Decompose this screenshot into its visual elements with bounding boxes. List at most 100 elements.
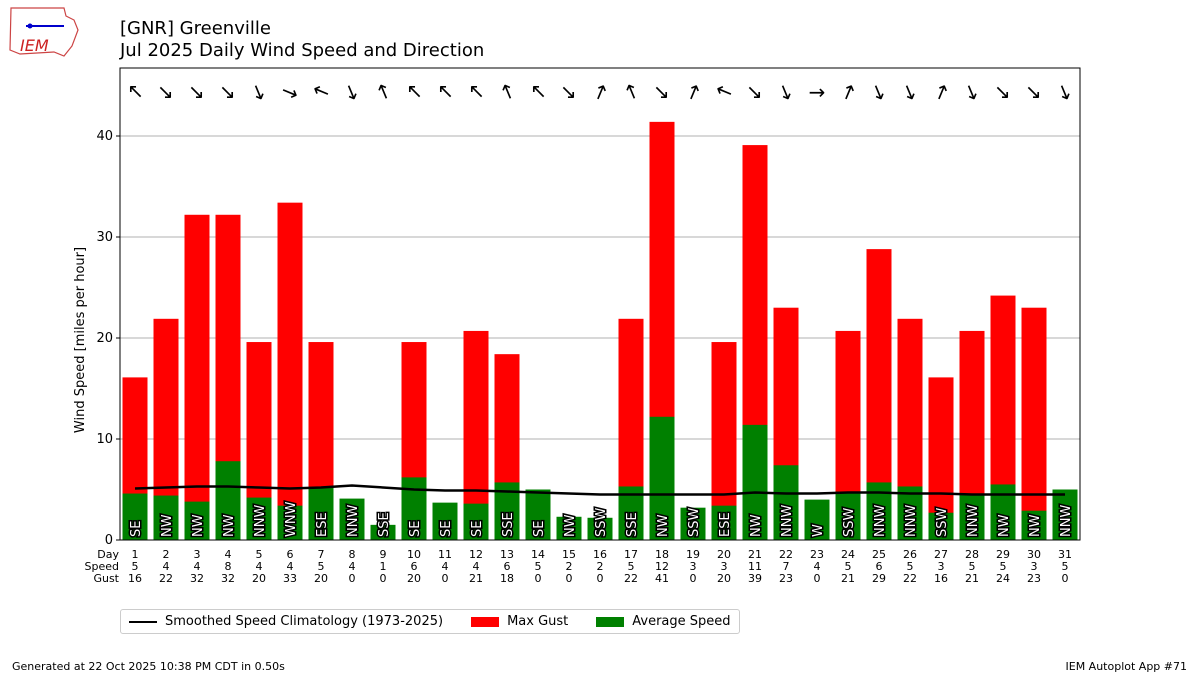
row-label: Day: [97, 548, 119, 561]
wind-arrow-icon: →: [338, 80, 367, 105]
gust-label: 0: [690, 572, 697, 585]
speed-label: 5: [969, 560, 976, 573]
speed-bar: [1021, 510, 1047, 540]
wind-arrow-icon: →: [369, 80, 398, 105]
direction-label: NW: [191, 514, 206, 537]
direction-label: NW: [749, 514, 764, 537]
day-label: 3: [194, 548, 201, 561]
speed-label: 6: [504, 560, 511, 573]
wind-arrow-icon: →: [741, 78, 770, 107]
day-label: 2: [163, 548, 170, 561]
gust-label: 0: [535, 572, 542, 585]
speed-bar: [215, 461, 241, 540]
direction-label: SSW: [687, 507, 702, 537]
wind-arrow-icon: →: [617, 80, 646, 105]
day-label: 19: [686, 548, 700, 561]
gust-label: 32: [190, 572, 204, 585]
direction-label: NNW: [904, 505, 919, 537]
direction-label: NW: [997, 514, 1012, 537]
direction-label: SSW: [842, 507, 857, 537]
day-label: 29: [996, 548, 1010, 561]
speed-bar: [339, 498, 365, 540]
direction-label: NW: [160, 514, 175, 537]
iem-logo: IEM: [9, 7, 79, 57]
day-label: 18: [655, 548, 669, 561]
direction-label: SE: [408, 521, 423, 537]
speed-label: 4: [287, 560, 294, 573]
day-label: 11: [438, 548, 452, 561]
gust-label: 0: [1062, 572, 1069, 585]
speed-label: 2: [566, 560, 573, 573]
gust-label: 20: [717, 572, 731, 585]
gust-label: 22: [903, 572, 917, 585]
speed-label: 6: [876, 560, 883, 573]
speed-label: 5: [132, 560, 139, 573]
day-label: 7: [318, 548, 325, 561]
speed-label: 5: [1000, 560, 1007, 573]
direction-label: ESE: [315, 512, 330, 537]
day-label: 12: [469, 548, 483, 561]
day-label: 25: [872, 548, 886, 561]
wind-arrow-icon: →: [927, 80, 956, 105]
speed-label: 5: [1062, 560, 1069, 573]
speed-label: 3: [721, 560, 728, 573]
y-tick-label: 20: [96, 331, 113, 346]
day-label: 23: [810, 548, 824, 561]
speed-label: 2: [597, 560, 604, 573]
day-label: 30: [1027, 548, 1041, 561]
direction-label: NNW: [966, 505, 981, 537]
speed-bar: [773, 465, 799, 540]
direction-label: WNW: [284, 501, 299, 537]
wind-arrow-icon: →: [648, 78, 677, 107]
plot-frame: [119, 67, 1081, 541]
wind-arrow-icon: →: [1051, 80, 1080, 105]
gust-label: 0: [597, 572, 604, 585]
gust-label: 22: [159, 572, 173, 585]
day-label: 24: [841, 548, 855, 561]
direction-label: NNW: [780, 505, 795, 537]
speed-label: 5: [628, 560, 635, 573]
speed-label: 5: [318, 560, 325, 573]
row-label: Speed: [85, 560, 119, 573]
gust-label: 33: [283, 572, 297, 585]
direction-label: NNW: [873, 505, 888, 537]
day-label: 28: [965, 548, 979, 561]
chart-subtitle: Jul 2025 Daily Wind Speed and Direction: [120, 40, 485, 61]
speed-bar: [1052, 489, 1078, 540]
y-tick-label: 30: [96, 230, 113, 245]
day-label: 10: [407, 548, 421, 561]
gust-label: 23: [779, 572, 793, 585]
y-tick-label: 0: [105, 533, 113, 548]
gust-bar: [1021, 307, 1047, 540]
day-label: 15: [562, 548, 576, 561]
direction-label: SSW: [594, 507, 609, 537]
speed-bar: [928, 512, 954, 540]
direction-label: SSE: [501, 512, 516, 537]
wind-arrow-icon: →: [1020, 78, 1049, 107]
day-label: 4: [225, 548, 232, 561]
gust-label: 0: [566, 572, 573, 585]
gust-label: 21: [841, 572, 855, 585]
day-label: 16: [593, 548, 607, 561]
gust-label: 20: [252, 572, 266, 585]
legend: Smoothed Speed Climatology (1973-2025) M…: [120, 609, 740, 634]
day-label: 26: [903, 548, 917, 561]
day-label: 9: [380, 548, 387, 561]
wind-arrow-icon: →: [679, 80, 708, 105]
wind-arrow-icon: →: [152, 78, 181, 107]
speed-bar: [959, 493, 985, 540]
day-label: 5: [256, 548, 263, 561]
speed-label: 4: [163, 560, 170, 573]
speed-label: 4: [473, 560, 480, 573]
direction-label: W: [811, 524, 826, 537]
wind-arrow-icon: →: [400, 78, 429, 107]
speed-label: 12: [655, 560, 669, 573]
svg-text:IEM: IEM: [20, 36, 49, 55]
day-label: 14: [531, 548, 545, 561]
direction-label: NW: [563, 514, 578, 537]
legend-climatology: Smoothed Speed Climatology (1973-2025): [129, 614, 443, 629]
day-label: 31: [1058, 548, 1072, 561]
gust-label: 20: [407, 572, 421, 585]
day-label: 21: [748, 548, 762, 561]
speed-bar: [277, 505, 303, 540]
